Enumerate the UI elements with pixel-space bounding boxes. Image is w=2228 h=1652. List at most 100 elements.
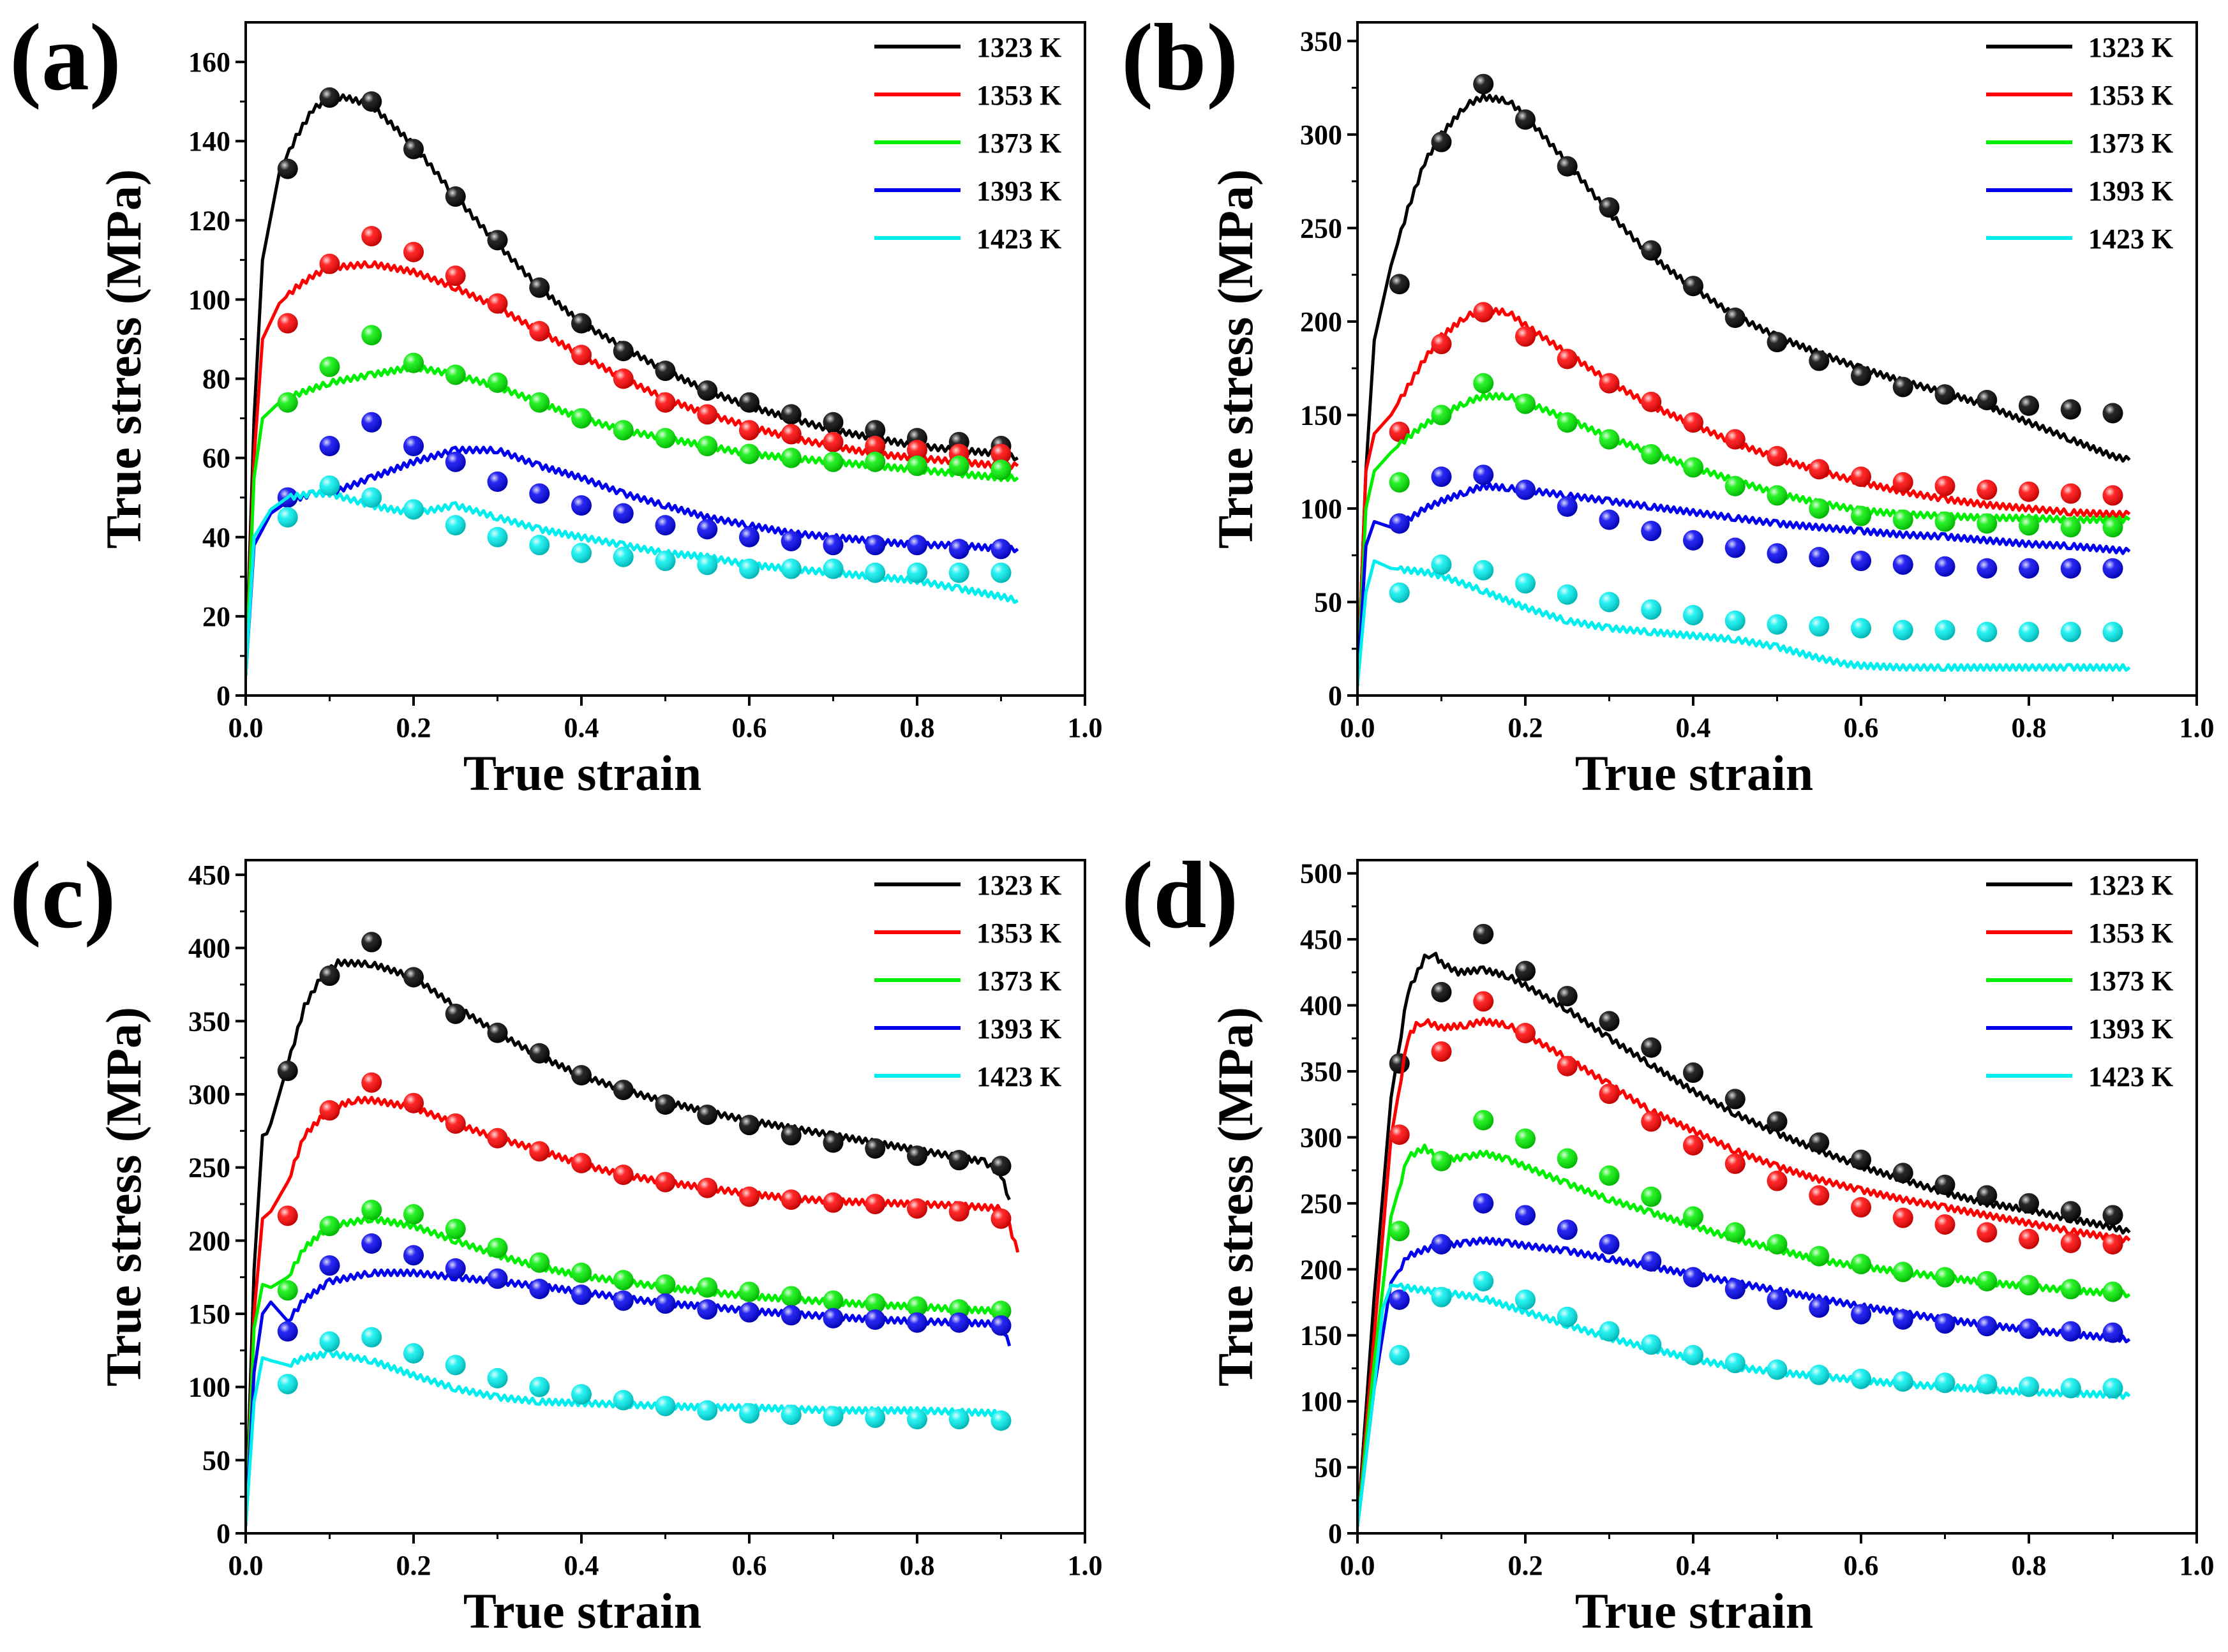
data-point bbox=[2060, 1279, 2081, 1300]
data-point-shine bbox=[1431, 405, 1452, 426]
data-point-shine bbox=[487, 1022, 508, 1043]
data-point bbox=[2019, 395, 2039, 416]
data-point-shine bbox=[277, 1374, 298, 1395]
data-point-shine bbox=[1683, 276, 1703, 297]
data-point-shine bbox=[1641, 1186, 1662, 1207]
data-point bbox=[907, 440, 927, 461]
data-point-shine bbox=[865, 436, 886, 457]
data-point bbox=[1934, 1313, 1955, 1334]
data-point-shine bbox=[1977, 513, 1998, 534]
data-point bbox=[487, 471, 508, 492]
x-tick-label: 0.4 bbox=[1676, 712, 1711, 743]
y-tick-label: 300 bbox=[188, 1079, 230, 1110]
y-tick-label: 160 bbox=[188, 47, 230, 78]
data-point bbox=[571, 345, 592, 366]
data-point bbox=[697, 380, 718, 401]
data-point bbox=[1515, 573, 1536, 594]
data-point bbox=[361, 412, 382, 433]
data-point bbox=[1683, 1135, 1703, 1156]
data-point-shine bbox=[1851, 618, 1871, 639]
data-point-shine bbox=[1977, 389, 1998, 410]
data-point bbox=[1977, 1270, 1998, 1291]
data-point-shine bbox=[781, 424, 802, 445]
data-point bbox=[1767, 1170, 1788, 1191]
data-point-shine bbox=[1892, 472, 1913, 493]
data-point bbox=[655, 1274, 676, 1295]
data-point-shine bbox=[1892, 554, 1913, 575]
data-point bbox=[1389, 1221, 1410, 1242]
data-point bbox=[697, 1177, 718, 1198]
data-point-shine bbox=[865, 1193, 886, 1214]
data-point-shine bbox=[1851, 551, 1871, 571]
data-point-shine bbox=[1515, 573, 1536, 594]
data-point bbox=[907, 1296, 927, 1317]
data-point bbox=[1641, 391, 1662, 412]
data-point bbox=[655, 515, 676, 536]
data-point bbox=[739, 558, 759, 579]
data-point-shine bbox=[781, 447, 802, 468]
data-point-shine bbox=[2060, 558, 2081, 579]
data-point bbox=[1473, 1193, 1494, 1214]
data-point-shine bbox=[1599, 1165, 1620, 1186]
data-point-shine bbox=[571, 1384, 592, 1405]
data-point-shine bbox=[1515, 1128, 1536, 1149]
data-point-shine bbox=[907, 1198, 927, 1219]
data-point-shine bbox=[445, 451, 466, 472]
data-point-shine bbox=[487, 1367, 508, 1388]
data-point-shine bbox=[1641, 1111, 1662, 1132]
data-point bbox=[739, 1281, 759, 1302]
y-axis-title: True stress (MPa) bbox=[96, 1007, 151, 1387]
series-line-1393k bbox=[246, 445, 1019, 676]
data-point bbox=[739, 420, 759, 441]
data-point bbox=[2102, 1322, 2123, 1343]
plot-area bbox=[1357, 73, 2131, 687]
data-point bbox=[529, 392, 550, 413]
legend-label: 1423 K bbox=[976, 223, 1061, 255]
y-tick-label: 350 bbox=[1300, 1056, 1342, 1087]
data-point bbox=[655, 1094, 676, 1115]
data-point bbox=[1557, 986, 1578, 1007]
x-tick-label: 0.8 bbox=[2012, 712, 2047, 743]
data-point bbox=[1557, 1055, 1578, 1076]
data-point-shine bbox=[1389, 582, 1410, 603]
data-point bbox=[1977, 1222, 1998, 1243]
data-point bbox=[655, 551, 676, 571]
data-point-shine bbox=[361, 1327, 382, 1348]
data-point-shine bbox=[1767, 1111, 1788, 1132]
data-point bbox=[1431, 405, 1452, 426]
data-point-shine bbox=[2102, 403, 2123, 424]
legend-label: 1323 K bbox=[976, 32, 1061, 63]
data-point bbox=[403, 499, 424, 520]
data-point bbox=[823, 451, 844, 472]
data-point bbox=[1473, 373, 1494, 394]
data-point-shine bbox=[1809, 547, 1830, 568]
data-point-shine bbox=[403, 1343, 424, 1364]
data-point bbox=[823, 412, 844, 433]
legend-label: 1423 K bbox=[2088, 1061, 2173, 1092]
data-point-shine bbox=[781, 558, 802, 579]
y-tick-label: 150 bbox=[188, 1299, 230, 1330]
data-point bbox=[907, 562, 927, 583]
data-point-shine bbox=[1473, 991, 1494, 1012]
data-point bbox=[1641, 1251, 1662, 1272]
data-point bbox=[2102, 485, 2123, 506]
data-point bbox=[1851, 466, 1871, 487]
data-point-shine bbox=[655, 1293, 676, 1314]
data-point bbox=[1851, 1254, 1871, 1274]
data-point-shine bbox=[823, 558, 844, 579]
data-point bbox=[2102, 517, 2123, 538]
data-point bbox=[319, 436, 340, 457]
data-point bbox=[2060, 1232, 2081, 1253]
data-point-shine bbox=[865, 1138, 886, 1159]
data-point-shine bbox=[1515, 1022, 1536, 1043]
data-point-shine bbox=[571, 542, 592, 563]
data-point bbox=[1683, 276, 1703, 297]
data-point-shine bbox=[655, 1274, 676, 1295]
y-tick-label: 500 bbox=[1300, 858, 1342, 889]
data-point bbox=[1683, 1344, 1703, 1366]
data-point bbox=[865, 1293, 886, 1314]
data-point-shine bbox=[445, 364, 466, 385]
data-point bbox=[1851, 505, 1871, 526]
data-point bbox=[487, 293, 508, 314]
data-point-shine bbox=[403, 241, 424, 262]
